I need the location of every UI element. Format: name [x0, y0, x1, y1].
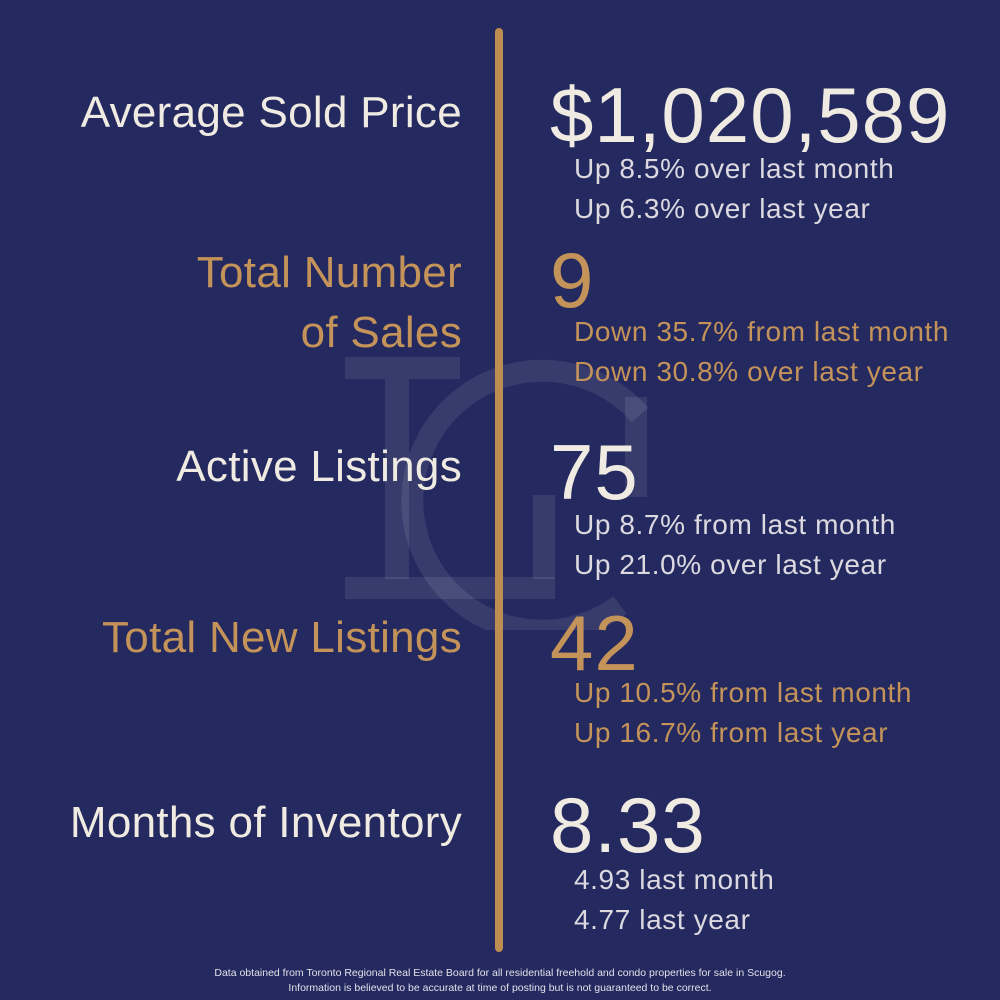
sales-month-change: Down 35.7% from last month — [574, 316, 950, 347]
inventory-last-year: 4.77 last year — [574, 904, 751, 935]
avg-price-year-change: Up 6.3% over last year — [574, 193, 871, 224]
sales-year-change: Down 30.8% over last year — [574, 356, 924, 387]
active-listings-year-change: Up 21.0% over last year — [574, 549, 887, 580]
label-average-sold-price: Average Sold Price — [80, 88, 462, 137]
label-total-sales-line2: of Sales — [300, 308, 462, 357]
label-months-of-inventory: Months of Inventory — [69, 798, 462, 847]
label-total-new-listings: Total New Listings — [102, 613, 462, 662]
value-active-listings: 75 — [550, 428, 639, 516]
value-average-sold-price: $1,020,589 — [550, 71, 951, 159]
footer-accuracy-line: Information is believed to be accurate a… — [288, 982, 712, 994]
new-listings-year-change: Up 16.7% from last year — [574, 717, 889, 748]
active-listings-month-change: Up 8.7% from last month — [574, 509, 896, 540]
vertical-divider — [495, 28, 503, 952]
footer-disclaimer: Data obtained from Toronto Regional Real… — [0, 966, 1000, 996]
footer-source-line: Data obtained from Toronto Regional Real… — [214, 967, 786, 979]
label-total-sales-line1: Total Number — [196, 248, 462, 297]
value-total-sales: 9 — [550, 236, 595, 324]
avg-price-month-change: Up 8.5% over last month — [574, 153, 895, 184]
label-active-listings: Active Listings — [176, 442, 462, 491]
new-listings-month-change: Up 10.5% from last month — [574, 677, 913, 708]
value-months-of-inventory: 8.33 — [550, 781, 706, 869]
value-total-new-listings: 42 — [550, 599, 639, 687]
inventory-last-month: 4.93 last month — [574, 864, 775, 895]
